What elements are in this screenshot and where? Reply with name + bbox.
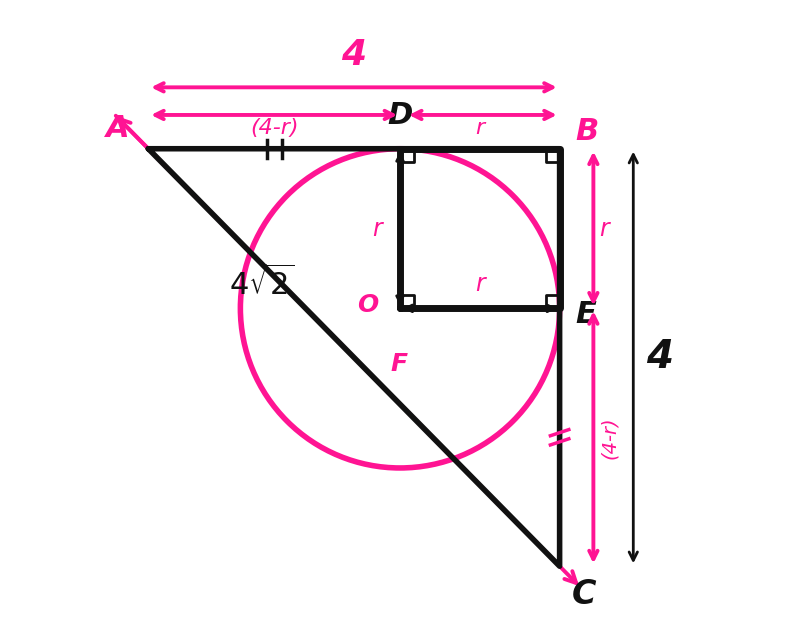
Text: F: F [391,352,408,376]
Text: O: O [358,293,378,317]
Text: 4: 4 [342,38,366,72]
Text: r: r [475,118,484,138]
Text: E: E [575,300,596,329]
Text: A: A [106,114,130,143]
Text: r: r [475,272,485,296]
Text: r: r [372,217,382,240]
Text: D: D [387,101,413,130]
Text: (4-r): (4-r) [599,416,618,458]
Text: B: B [575,117,598,146]
Text: $4\sqrt{2}$: $4\sqrt{2}$ [229,265,294,301]
Text: r: r [599,217,610,240]
Text: 4: 4 [646,338,673,376]
Text: (4-r): (4-r) [250,118,298,138]
Text: C: C [572,579,596,612]
